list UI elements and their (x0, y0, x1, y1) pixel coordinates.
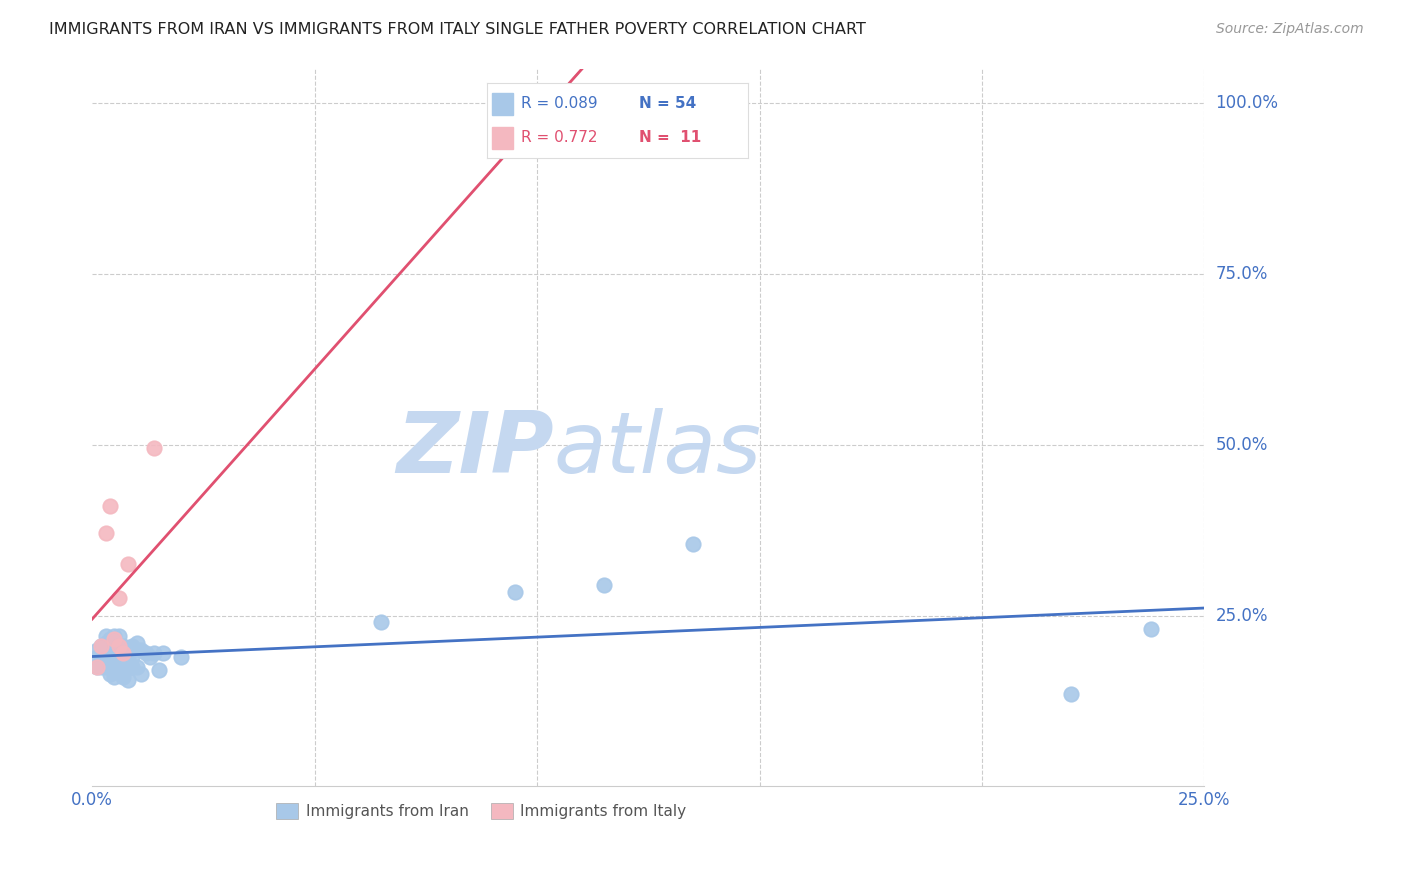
Point (98, 499, 121, 513)
Point (682, 537, 704, 551)
Point (108, 640, 131, 654)
Point (86, 649, 108, 664)
Point (170, 649, 193, 664)
Point (125, 636, 148, 650)
Point (125, 660, 148, 674)
Point (117, 660, 139, 674)
Point (121, 640, 143, 654)
Point (148, 663, 170, 677)
Point (117, 558, 139, 572)
Point (103, 632, 125, 647)
Point (592, 578, 614, 592)
Point (103, 660, 125, 674)
Point (103, 670, 125, 684)
Text: ZIP: ZIP (396, 408, 554, 491)
Point (135, 646, 157, 660)
Point (98, 632, 121, 647)
Point (112, 670, 135, 684)
Point (108, 646, 131, 660)
Point (152, 646, 174, 660)
Point (94, 646, 117, 660)
Point (98, 660, 121, 674)
Point (103, 646, 125, 660)
Point (121, 649, 143, 664)
Point (1140, 622, 1163, 636)
Point (121, 660, 143, 674)
Text: 50.0%: 50.0% (1216, 435, 1268, 454)
Point (90, 640, 112, 654)
Point (90, 640, 112, 654)
Point (112, 649, 135, 664)
Point (90, 653, 112, 667)
Point (108, 629, 131, 643)
Point (98, 666, 121, 681)
Point (103, 629, 125, 643)
Point (112, 640, 135, 654)
Point (94, 526, 117, 541)
Point (108, 657, 131, 671)
Point (129, 642, 152, 657)
Point (548, 95, 571, 110)
Text: atlas: atlas (554, 408, 762, 491)
Point (86, 660, 108, 674)
Point (112, 646, 135, 660)
Point (94, 653, 117, 667)
Point (98, 646, 121, 660)
Point (94, 629, 117, 643)
Point (103, 653, 125, 667)
Text: 100.0%: 100.0% (1216, 94, 1278, 112)
Point (94, 660, 117, 674)
Point (1060, 687, 1083, 701)
Point (143, 646, 166, 660)
Point (370, 615, 392, 630)
Text: 25.0%: 25.0% (1216, 607, 1268, 624)
Text: 75.0%: 75.0% (1216, 265, 1268, 283)
Point (90, 646, 112, 660)
Point (108, 591, 131, 606)
Point (139, 649, 162, 664)
Point (94, 636, 117, 650)
Point (103, 640, 125, 654)
Point (90, 660, 112, 674)
Point (86, 642, 108, 657)
Point (86, 660, 108, 674)
Point (112, 660, 135, 674)
Point (108, 640, 131, 654)
Text: IMMIGRANTS FROM IRAN VS IMMIGRANTS FROM ITALY SINGLE FATHER POVERTY CORRELATION : IMMIGRANTS FROM IRAN VS IMMIGRANTS FROM … (49, 22, 866, 37)
Point (98, 653, 121, 667)
Legend: Immigrants from Iran, Immigrants from Italy: Immigrants from Iran, Immigrants from It… (270, 797, 693, 825)
Point (129, 666, 152, 681)
Text: Source: ZipAtlas.com: Source: ZipAtlas.com (1216, 22, 1364, 37)
Point (117, 673, 139, 688)
Point (503, 584, 526, 599)
Point (117, 649, 139, 664)
Point (108, 663, 131, 677)
Point (143, 441, 166, 455)
